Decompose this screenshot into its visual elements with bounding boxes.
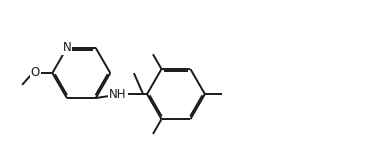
Text: NH: NH [109, 88, 127, 101]
Text: N: N [63, 41, 71, 54]
Text: O: O [31, 66, 40, 80]
